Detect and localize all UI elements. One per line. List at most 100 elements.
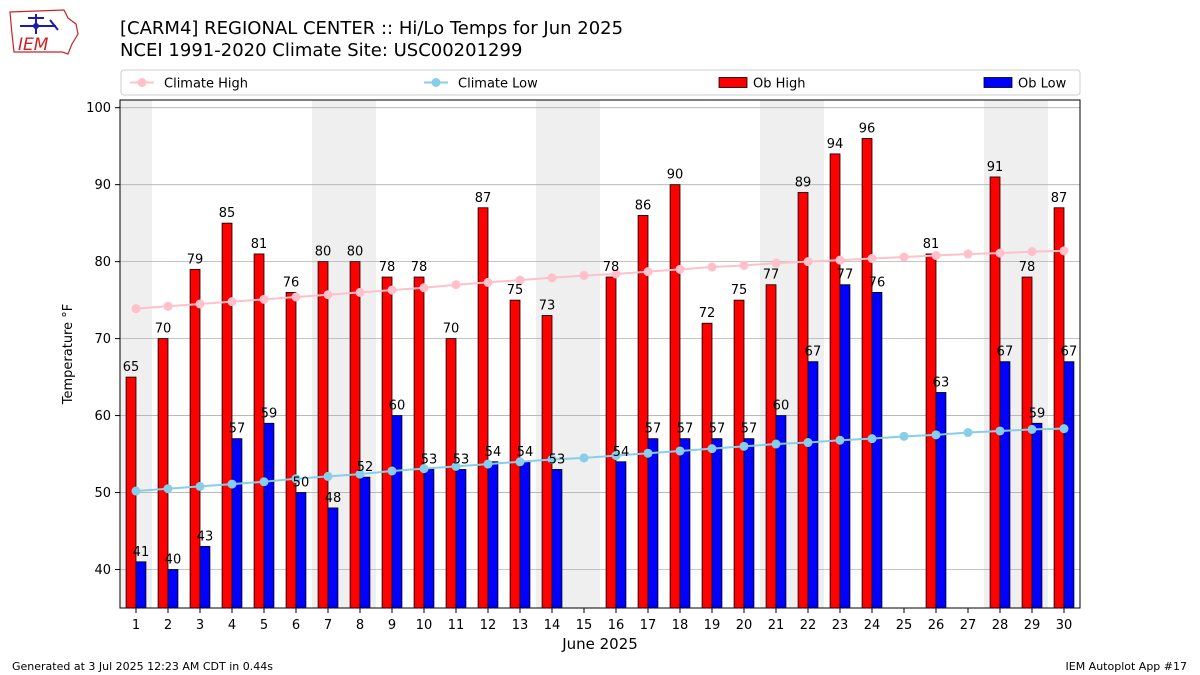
ob-high-label-day-24: 96: [859, 121, 876, 136]
ob-low-bar-day-22: [807, 361, 819, 609]
ob-high-bar-day-8: [349, 261, 361, 609]
plot-frame: [119, 99, 1081, 609]
x-tick-label-29: 29: [1024, 618, 1041, 633]
climate-high-point-day-8: [355, 287, 365, 297]
x-tick-label-10: 10: [416, 618, 433, 633]
x-tick-label-3: 3: [196, 618, 204, 633]
climate-high-point-day-7: [323, 290, 333, 300]
climate-low-point-day-6: [291, 474, 301, 484]
ob-low-bar-day-18: [679, 438, 691, 609]
ob-high-bar-day-2: [157, 338, 169, 609]
ob-low-label-day-24: 76: [869, 275, 886, 290]
ob-low-bar-day-6: [295, 492, 307, 609]
x-tick-label-9: 9: [388, 618, 396, 633]
x-tick-label-14: 14: [544, 618, 561, 633]
ob-low-bar-day-29: [1031, 422, 1043, 609]
ob-high-bar-day-22: [797, 191, 809, 609]
ob-low-bar-day-8: [359, 476, 371, 609]
ob-low-bar-day-4: [231, 438, 243, 609]
ob-low-bar-day-7: [327, 507, 339, 609]
x-tick-label-15: 15: [576, 618, 593, 633]
ob-high-label-day-1: 65: [123, 360, 140, 375]
x-axis-label: June 2025: [561, 635, 638, 653]
ob-low-label-day-12: 54: [485, 445, 502, 460]
climate-high-point-day-10: [419, 283, 429, 293]
ob-low-bar-day-11: [455, 469, 467, 609]
climate-high-point-day-21: [771, 258, 781, 268]
ob-high-label-day-19: 72: [699, 306, 716, 321]
climate-high-point-day-20: [739, 260, 749, 270]
x-tick-label-17: 17: [640, 618, 657, 633]
climate-low-point-day-9: [387, 466, 397, 476]
climate-high-point-day-19: [707, 262, 717, 272]
ob-high-bar-day-20: [733, 299, 745, 609]
climate-high-line: [135, 249, 1065, 310]
ob-high-label-day-11: 70: [443, 322, 460, 337]
ob-low-label-day-16: 54: [613, 445, 630, 460]
ob-low-bar-day-30: [1063, 361, 1075, 609]
ob-high-label-day-12: 87: [475, 191, 492, 206]
legend-ob-high-label: Ob High: [753, 77, 806, 92]
climate-high-point-day-30: [1059, 246, 1069, 256]
ob-low-label-day-4: 57: [229, 422, 246, 437]
ob-low-bar-day-12: [487, 461, 499, 609]
legend-climate-high-swatch-marker: [137, 78, 147, 87]
climate-low-point-day-26: [931, 430, 941, 440]
legend-ob-low-label: Ob Low: [1018, 77, 1067, 92]
ob-high-label-day-14: 73: [539, 299, 556, 314]
climate-high-point-day-12: [483, 277, 493, 287]
climate-low-point-day-22: [803, 438, 813, 448]
ob-high-bar-day-9: [381, 276, 393, 609]
climate-low-point-day-14: [547, 454, 557, 464]
x-tick-label-12: 12: [480, 618, 497, 633]
climate-high-point-day-29: [1027, 247, 1037, 257]
y-tick-label-70: 70: [94, 332, 111, 347]
legend-box: [120, 69, 1081, 96]
ob-low-bar-day-3: [199, 546, 211, 609]
ob-high-label-day-23: 94: [827, 137, 844, 152]
climate-low-point-day-24: [867, 434, 877, 444]
climate-high-point-day-18: [675, 264, 685, 274]
climate-low-point-day-3: [195, 481, 205, 491]
iem-logo-text: IEM: [18, 35, 49, 55]
climate-low-point-day-20: [739, 441, 749, 451]
ob-high-label-day-28: 91: [987, 160, 1004, 175]
ob-low-bar-day-9: [391, 415, 403, 609]
climate-low-point-day-12: [483, 459, 493, 469]
ob-low-label-day-7: 48: [325, 491, 342, 506]
climate-low-point-day-1: [131, 486, 141, 496]
ob-high-label-day-10: 78: [411, 260, 428, 275]
ob-high-bar-day-18: [669, 184, 681, 609]
x-tick-label-20: 20: [736, 618, 753, 633]
climate-high-point-day-9: [387, 285, 397, 295]
climate-low-point-day-28: [995, 426, 1005, 436]
ob-high-label-day-3: 79: [187, 252, 204, 267]
climate-low-point-day-7: [323, 471, 333, 481]
ob-low-label-day-13: 54: [517, 445, 534, 460]
climate-low-point-day-15: [579, 453, 589, 463]
ob-low-bar-day-28: [999, 361, 1011, 609]
ob-low-label-day-10: 53: [421, 452, 438, 467]
ob-high-bar-day-3: [189, 268, 201, 609]
legend-climate-low-swatch-marker: [431, 78, 441, 87]
ob-low-label-day-28: 67: [997, 345, 1014, 360]
iowa-map-outline: [9, 9, 79, 55]
ob-high-bar-day-30: [1053, 207, 1065, 609]
climate-low-point-day-17: [643, 448, 653, 458]
ob-high-label-day-2: 70: [155, 322, 172, 337]
y-tick-label-50: 50: [94, 486, 111, 501]
y-axis-label: Temperature °F: [61, 304, 76, 405]
ob-high-bar-day-11: [445, 338, 457, 609]
ob-low-bar-day-5: [263, 422, 275, 609]
legend-ob-high-swatch: [718, 77, 748, 88]
iem-logo: IEM: [9, 9, 79, 55]
climate-high-point-day-6: [291, 292, 301, 302]
ob-low-bar-day-26: [935, 392, 947, 609]
climate-low-point-day-11: [451, 461, 461, 471]
ob-high-label-day-17: 86: [635, 198, 652, 213]
climate-high-point-day-27: [963, 249, 973, 259]
x-tick-label-11: 11: [448, 618, 465, 633]
autoplot-app-label: IEM Autoplot App #17: [1065, 660, 1188, 673]
y-tick-label-60: 60: [94, 409, 111, 424]
ob-low-label-day-11: 53: [453, 452, 470, 467]
